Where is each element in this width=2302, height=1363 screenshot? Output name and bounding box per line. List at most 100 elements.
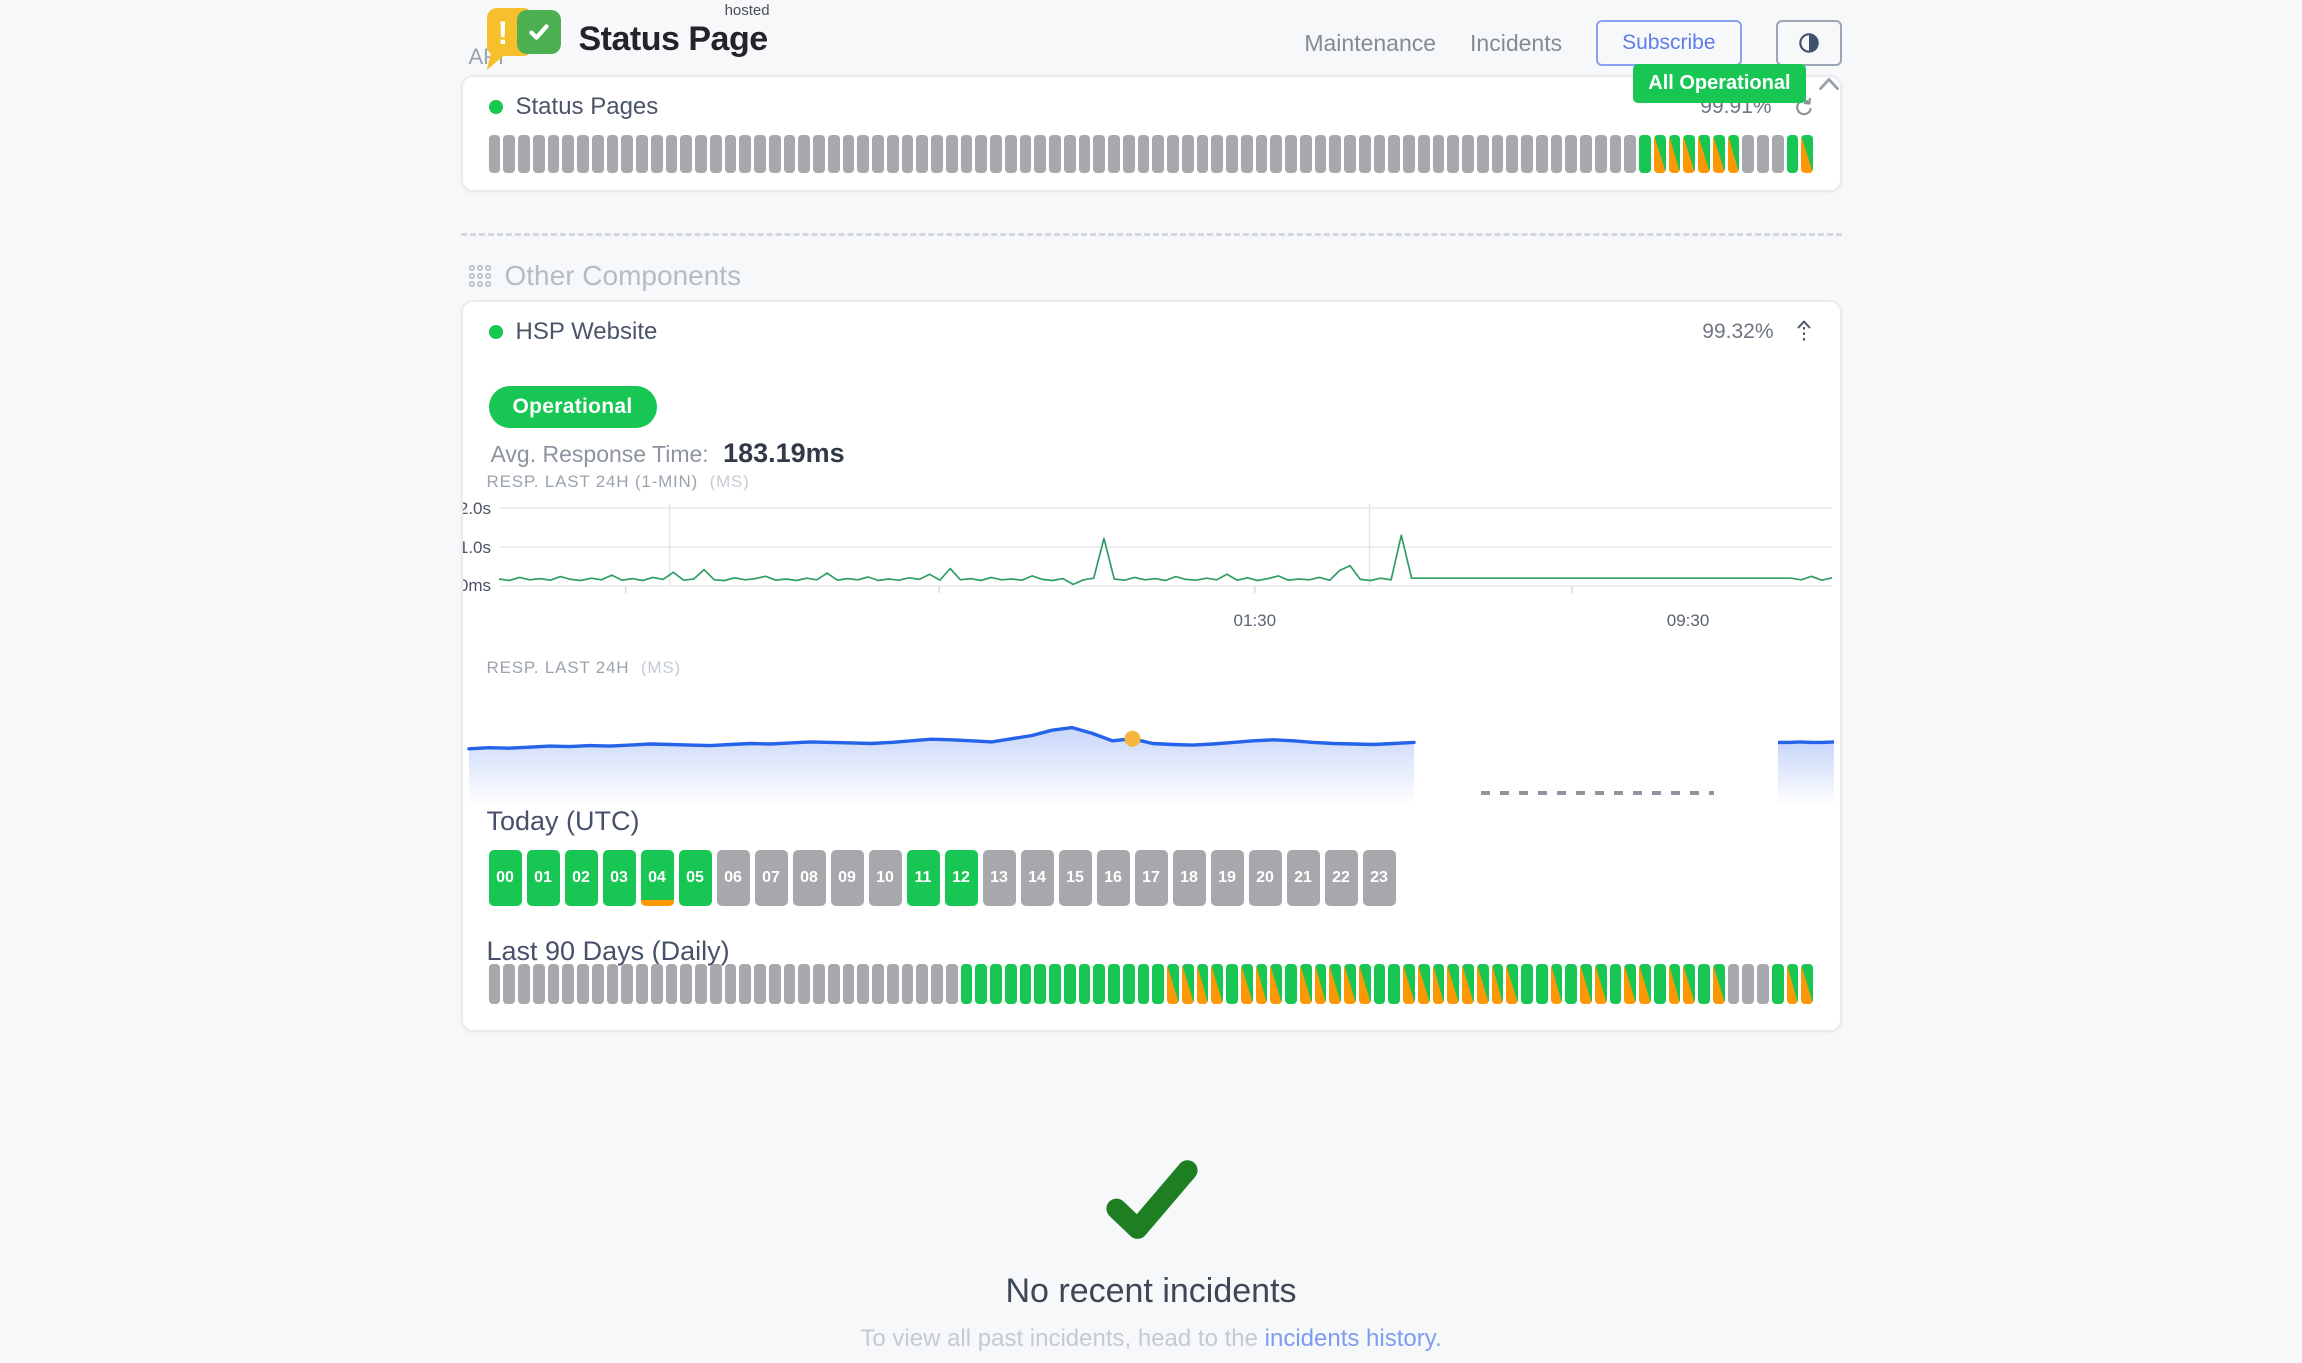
hour-box[interactable]: 10 xyxy=(868,850,902,906)
uptime-day-bar[interactable] xyxy=(1388,964,1400,1004)
uptime-day-bar[interactable] xyxy=(872,964,884,1004)
uptime-day-bar[interactable] xyxy=(1034,135,1046,173)
uptime-day-bar[interactable] xyxy=(1196,964,1209,1004)
uptime-day-bar[interactable] xyxy=(1580,964,1592,1004)
hour-box[interactable]: 08 xyxy=(792,850,826,906)
uptime-day-bar[interactable] xyxy=(695,135,707,173)
uptime-day-bar[interactable] xyxy=(1712,135,1725,173)
hour-box[interactable]: 17 xyxy=(1134,850,1168,906)
uptime-day-bar[interactable] xyxy=(709,964,722,1004)
uptime-day-bar[interactable] xyxy=(1506,964,1518,1004)
uptime-day-bar[interactable] xyxy=(916,135,928,173)
uptime-day-bar[interactable] xyxy=(1344,135,1356,173)
hour-box[interactable]: 15 xyxy=(1058,850,1092,906)
uptime-day-bar[interactable] xyxy=(1181,135,1194,173)
uptime-day-bar[interactable] xyxy=(1063,135,1076,173)
uptime-day-bar[interactable] xyxy=(1506,135,1518,173)
uptime-day-bar[interactable] xyxy=(916,964,928,1004)
uptime-day-bar[interactable] xyxy=(1432,135,1445,173)
hour-box[interactable]: 21 xyxy=(1286,850,1320,906)
uptime-day-bar[interactable] xyxy=(1255,135,1268,173)
uptime-day-bar[interactable] xyxy=(1432,964,1445,1004)
uptime-day-bar[interactable] xyxy=(768,135,781,173)
uptime-day-bar[interactable] xyxy=(606,135,619,173)
uptime-day-bar[interactable] xyxy=(1462,964,1474,1004)
uptime-day-bar[interactable] xyxy=(901,135,914,173)
uptime-day-bar[interactable] xyxy=(886,135,899,173)
uptime-day-bar[interactable] xyxy=(518,135,530,173)
uptime-day-bar[interactable] xyxy=(1078,964,1091,1004)
uptime-day-bar[interactable] xyxy=(1594,964,1607,1004)
uptime-day-bar[interactable] xyxy=(1609,135,1622,173)
uptime-day-bar[interactable] xyxy=(1314,135,1327,173)
uptime-day-bar[interactable] xyxy=(754,964,766,1004)
hour-box[interactable]: 23 xyxy=(1362,850,1396,906)
uptime-day-bar[interactable] xyxy=(1624,135,1636,173)
hour-box[interactable]: 02 xyxy=(564,850,598,906)
hour-box[interactable]: 22 xyxy=(1324,850,1358,906)
uptime-day-bar[interactable] xyxy=(1639,964,1651,1004)
uptime-day-bar[interactable] xyxy=(1521,135,1533,173)
uptime-day-bar[interactable] xyxy=(931,135,943,173)
uptime-day-bar[interactable] xyxy=(695,964,707,1004)
uptime-day-bar[interactable] xyxy=(1447,135,1459,173)
uptime-day-bar[interactable] xyxy=(1211,135,1223,173)
uptime-day-bar[interactable] xyxy=(1727,135,1740,173)
uptime-day-bar[interactable] xyxy=(1285,135,1297,173)
uptime-day-bar[interactable] xyxy=(768,964,781,1004)
uptime-day-bar[interactable] xyxy=(754,135,766,173)
uptime-day-bar[interactable] xyxy=(591,964,604,1004)
uptime-day-bar[interactable] xyxy=(1476,135,1489,173)
uptime-day-bar[interactable] xyxy=(1078,135,1091,173)
uptime-day-bar[interactable] xyxy=(1108,964,1120,1004)
uptime-day-bar[interactable] xyxy=(827,964,840,1004)
uptime-day-bar[interactable] xyxy=(931,964,943,1004)
uptime-day-bar[interactable] xyxy=(990,964,1002,1004)
uptime-day-bar[interactable] xyxy=(901,964,914,1004)
uptime-day-bar[interactable] xyxy=(680,135,692,173)
uptime-day-bar[interactable] xyxy=(739,964,751,1004)
uptime-day-bar[interactable] xyxy=(1742,964,1754,1004)
uptime-day-bar[interactable] xyxy=(1757,135,1769,173)
uptime-day-bar[interactable] xyxy=(1270,135,1282,173)
uptime-day-bar[interactable] xyxy=(1565,135,1577,173)
uptime-day-bar[interactable] xyxy=(1329,135,1341,173)
uptime-day-bar[interactable] xyxy=(1226,135,1238,173)
uptime-day-bar[interactable] xyxy=(1535,135,1548,173)
uptime-day-bar[interactable] xyxy=(827,135,840,173)
uptime-day-bar[interactable] xyxy=(1299,135,1312,173)
hour-box[interactable]: 18 xyxy=(1172,850,1206,906)
uptime-day-bar[interactable] xyxy=(724,964,737,1004)
uptime-day-bar[interactable] xyxy=(532,135,545,173)
uptime-day-bar[interactable] xyxy=(872,135,884,173)
uptime-day-bar[interactable] xyxy=(857,135,869,173)
uptime-day-bar[interactable] xyxy=(857,964,869,1004)
uptime-day-bar[interactable] xyxy=(886,964,899,1004)
uptime-day-bar[interactable] xyxy=(1196,135,1209,173)
uptime-day-bar[interactable] xyxy=(960,964,973,1004)
uptime-day-bar[interactable] xyxy=(488,964,501,1004)
uptime-day-bar[interactable] xyxy=(1403,135,1415,173)
uptime-day-bar[interactable] xyxy=(1742,135,1754,173)
uptime-day-bar[interactable] xyxy=(975,964,987,1004)
uptime-day-bar[interactable] xyxy=(783,964,796,1004)
uptime-day-bar[interactable] xyxy=(562,964,574,1004)
uptime-day-bar[interactable] xyxy=(1801,964,1813,1004)
uptime-day-bar[interactable] xyxy=(1255,964,1268,1004)
uptime-day-bar[interactable] xyxy=(1521,964,1533,1004)
uptime-day-bar[interactable] xyxy=(1417,135,1430,173)
uptime-day-bar[interactable] xyxy=(1550,964,1563,1004)
uptime-day-bar[interactable] xyxy=(1108,135,1120,173)
uptime-day-bar[interactable] xyxy=(1181,964,1194,1004)
response-time-line-chart[interactable]: 2.0s 1.0s 0ms 01:30 09:30 xyxy=(463,498,1834,632)
uptime-day-bar[interactable] xyxy=(945,135,958,173)
uptime-day-bar[interactable] xyxy=(1476,964,1489,1004)
uptime-day-bar[interactable] xyxy=(1093,135,1105,173)
hour-box[interactable]: 16 xyxy=(1096,850,1130,906)
uptime-day-bar[interactable] xyxy=(1240,964,1253,1004)
uptime-day-bar[interactable] xyxy=(813,964,825,1004)
hour-box[interactable]: 04 xyxy=(640,850,674,906)
uptime-day-bar[interactable] xyxy=(1270,964,1282,1004)
uptime-day-bar[interactable] xyxy=(1624,964,1636,1004)
uptime-day-bar[interactable] xyxy=(1462,135,1474,173)
